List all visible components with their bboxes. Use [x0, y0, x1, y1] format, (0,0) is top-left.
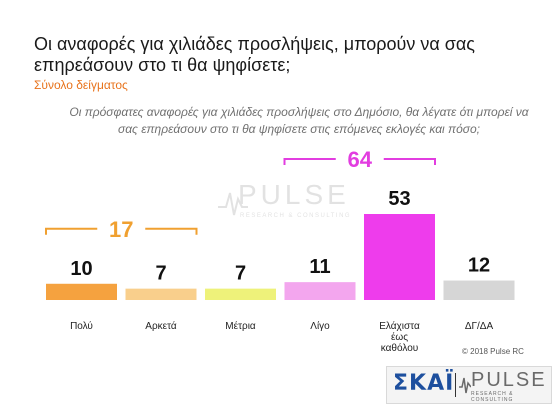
bar-value-label: 11	[309, 256, 330, 278]
pulse-logo: PULSE	[471, 369, 547, 391]
watermark-tagline: RESEARCH & CONSULTING	[240, 213, 352, 219]
chart-subtitle: Σύνολο δείγματος	[34, 78, 128, 92]
survey-question: Οι πρόσφατες αναφορές για χιλιάδες προσλ…	[69, 105, 529, 136]
group-bracket-right	[145, 227, 198, 235]
bar	[46, 283, 117, 300]
bar	[205, 288, 276, 300]
bar-value-label: 7	[235, 263, 246, 285]
bar	[125, 288, 197, 300]
group-total-label: 17	[109, 217, 133, 242]
logo-divider	[455, 373, 456, 397]
bar-value-label: 10	[70, 258, 92, 280]
category-label: Πολύ	[70, 320, 93, 332]
bar-value-label: 53	[388, 188, 410, 210]
bar	[443, 280, 515, 300]
pulse-wave-icon	[218, 192, 248, 216]
copyright: © 2018 Pulse RC	[462, 347, 524, 356]
bar	[284, 282, 356, 300]
watermark-brand: PULSE	[238, 179, 350, 210]
pulse-logo-tagline: RESEARCH & CONSULTING	[471, 391, 514, 403]
category-label: ΔΓ/ΔΑ	[465, 321, 494, 332]
category-label: καθόλου	[381, 342, 418, 354]
skai-logo: ΣΚΑΪ	[393, 371, 455, 396]
bar-value-label: 7	[155, 263, 166, 285]
group-total-label: 64	[348, 147, 373, 172]
category-label: Ελάχιστα	[379, 320, 420, 332]
group-bracket-left	[45, 227, 98, 235]
category-label: Λίγο	[310, 320, 330, 332]
category-label: Μέτρια	[225, 320, 256, 332]
category-label: Αρκετά	[145, 320, 177, 332]
bar-value-label: 12	[468, 255, 490, 277]
chart-title: Οι αναφορές για χιλιάδες προσλήψεις, μπο…	[34, 34, 475, 75]
pulse-logo-wave-icon	[459, 377, 471, 394]
category-label: έως	[391, 331, 408, 343]
group-bracket-left	[283, 158, 336, 165]
group-bracket-right	[383, 158, 436, 165]
bar	[364, 214, 435, 300]
pulse-watermark: PULSE RESEARCH & CONSULTING	[218, 179, 354, 225]
footer-logos: ΣΚΑΪ PULSE RESEARCH & CONSULTING	[386, 366, 552, 404]
